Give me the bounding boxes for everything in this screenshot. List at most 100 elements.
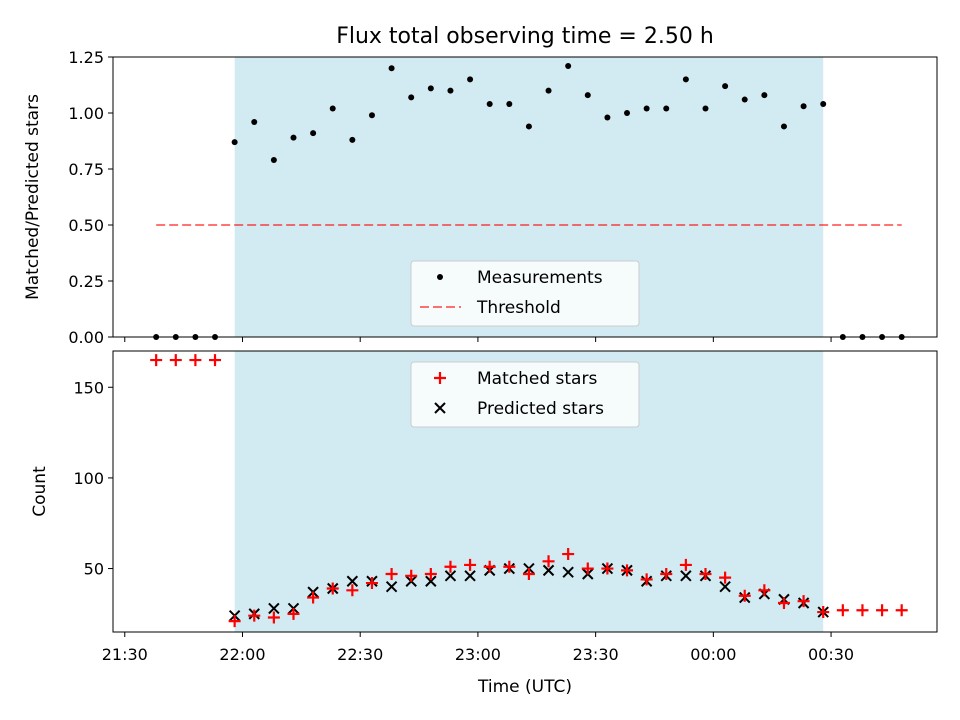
matched-stars-marker [424, 567, 437, 580]
x-tick-label: 00:00 [690, 645, 736, 664]
matched-stars-marker [895, 604, 908, 617]
matched-stars-marker [581, 562, 594, 575]
matched-stars-marker [385, 567, 398, 580]
matched-stars-marker [464, 558, 477, 571]
matched-stars-marker [444, 560, 457, 573]
y-tick-label: 50 [84, 560, 104, 579]
y-axis-label: Matched/Predicted stars [23, 94, 43, 300]
measurement-point [290, 134, 297, 141]
y-tick-label: 0.25 [68, 272, 104, 291]
legend: Measurements Threshold [410, 260, 640, 327]
legend-measurement-marker [437, 274, 443, 280]
legend-label: Threshold [476, 298, 561, 318]
y-tick-label: 100 [73, 469, 104, 488]
measurement-point [800, 103, 807, 110]
x-tick-label: 23:00 [455, 645, 501, 664]
matched-stars-marker [876, 604, 889, 617]
plot-frame [112, 56, 938, 338]
x-axis-label: Time (UTC) [477, 677, 572, 697]
measurement-point [447, 87, 454, 94]
predicted-stars-marker [562, 566, 574, 578]
legend: Matched stars Predicted stars [410, 361, 640, 428]
measurement-point [310, 130, 317, 137]
measurement-point [780, 123, 787, 130]
measurement-point [349, 136, 356, 143]
matched-stars-marker [797, 595, 810, 608]
plot-frame [112, 350, 938, 633]
predicted-stars-marker [425, 575, 437, 587]
measurement-point [368, 112, 375, 119]
measurement-point [820, 101, 827, 108]
y-tick-label: 1.00 [68, 104, 104, 123]
matched-stars-marker [209, 354, 222, 367]
predicted-stars-marker [464, 570, 476, 582]
predicted-stars-marker [346, 575, 359, 587]
measurement-point [545, 87, 552, 94]
predicted-stars-marker [542, 564, 555, 577]
matched-stars-marker [758, 584, 771, 597]
measurement-point [231, 139, 238, 146]
x-tick-label: 22:00 [219, 645, 265, 664]
matched-stars-marker [601, 562, 614, 575]
bottom-panel: 50 100 150 21:30 22:00 22:30 23:00 23:30 00:00 00… [30, 350, 938, 664]
matched-stars-marker [640, 573, 653, 586]
measurement-point [329, 105, 336, 112]
measurement-point [388, 65, 395, 72]
matched-stars-marker [483, 560, 496, 573]
matched-stars-marker [503, 560, 516, 573]
y-tick-label: 0.75 [68, 160, 104, 179]
matched-stars-marker [719, 571, 732, 584]
measurement-point [565, 62, 572, 69]
matched-stars-marker [287, 607, 300, 620]
predicted-stars-marker [444, 570, 457, 582]
matched-stars-marker [679, 558, 692, 571]
y-tick-label: 150 [73, 378, 104, 397]
matched-stars-marker [621, 564, 634, 577]
legend-box [410, 260, 640, 327]
measurement-point [270, 157, 277, 164]
matched-stars-marker [189, 354, 202, 367]
matched-stars-marker [699, 567, 712, 580]
matched-stars-marker [248, 609, 261, 622]
predicted-stars-marker [268, 602, 280, 615]
measurement-point [624, 110, 631, 116]
matched-stars-marker [267, 611, 280, 624]
measurement-point [525, 123, 532, 130]
matched-stars-marker [405, 569, 418, 582]
measurement-point [722, 83, 729, 90]
legend-label: Measurements [477, 268, 603, 288]
legend-label: Matched stars [477, 369, 597, 389]
measurement-point [761, 92, 768, 99]
measurement-point [584, 92, 591, 99]
matched-stars-marker [346, 584, 359, 597]
matched-stars-marker [150, 354, 163, 367]
matched-stars-marker [542, 555, 555, 568]
x-tick-label: 21:30 [102, 645, 148, 664]
matched-stars-marker [562, 548, 575, 561]
matched-stars-marker [817, 606, 830, 619]
matched-stars-marker [738, 589, 751, 602]
matched-stars-marker [326, 582, 339, 595]
measurement-point [427, 85, 434, 92]
legend-predicted-marker [434, 402, 446, 414]
top-panel: 0.00 0.25 0.50 0.75 1.00 1.25 Matched/Predicte… [23, 48, 938, 347]
measurement-point [682, 76, 689, 83]
predicted-stars-marker [680, 570, 692, 582]
y-tick-label: 0.00 [68, 328, 104, 347]
x-tick-label: 22:30 [337, 645, 383, 664]
measurement-point [506, 101, 513, 108]
measurement-point [702, 105, 709, 112]
y-axis-label: Count [30, 466, 50, 517]
measurement-point [663, 105, 670, 112]
chart-title: Flux total observing time = 2.50 h [336, 24, 714, 49]
predicted-stars-marker [385, 580, 398, 593]
x-tick-label: 23:30 [573, 645, 619, 664]
matched-stars-marker [660, 567, 673, 580]
measurement-point [643, 105, 650, 112]
y-tick-label: 1.25 [68, 48, 104, 67]
measurement-point [251, 118, 258, 125]
legend-label: Predicted stars [477, 399, 604, 419]
matched-stars-marker [228, 615, 241, 628]
measurement-point [604, 114, 611, 121]
